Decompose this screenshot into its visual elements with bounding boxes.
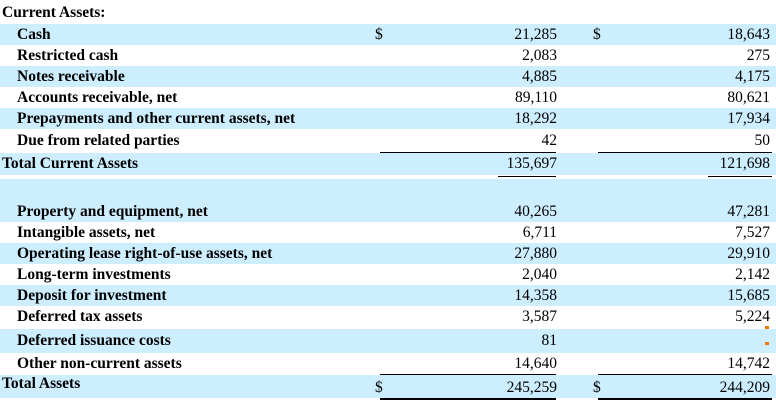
value-prior-year: 29,910 (727, 244, 770, 262)
row-label: Cash (17, 25, 51, 43)
table-row: Long-term investments 2,040 2,142 (0, 264, 776, 285)
value-prior-year: 4,175 (735, 67, 770, 85)
row-label: Due from related parties (17, 132, 180, 149)
value-current-year: 14,358 (514, 286, 557, 304)
current-assets-header: Current Assets: (2, 4, 106, 21)
table-row: Prepayments and other current assets, ne… (0, 108, 776, 129)
value-current-year: 18,292 (514, 109, 557, 127)
value-current-year: 40,265 (514, 202, 557, 220)
table-row: Notes receivable 4,885 4,175 (0, 66, 776, 87)
value-prior-year: 47,281 (727, 202, 770, 220)
currency-symbol: $ (593, 378, 601, 396)
value-current-year: 21,285 (514, 25, 557, 43)
row-label: Property and equipment, net (17, 202, 208, 220)
table-row: Deferred tax assets 3,587 5,224 (0, 306, 776, 327)
row-label: Deposit for investment (17, 286, 167, 304)
value-current-year: 14,640 (514, 355, 557, 372)
value-prior-year: 18,643 (727, 25, 770, 43)
row-label: Deferred tax assets (17, 307, 143, 325)
subtotal-underline (598, 152, 772, 153)
spacer-row (0, 179, 776, 201)
dash-marker (765, 342, 769, 345)
table-row: Accounts receivable, net 89,110 80,621 (0, 87, 776, 108)
row-label: Restricted cash (17, 46, 119, 64)
currency-symbol: $ (593, 25, 601, 43)
total-current-assets-row: Total Current Assets 135,697 121,698 (0, 153, 776, 175)
row-label: Total Assets (2, 375, 81, 392)
value-prior-year: 50 (754, 132, 771, 149)
row-label: Notes receivable (17, 67, 125, 85)
total-underline (498, 176, 556, 177)
value-current-year: 27,880 (514, 244, 557, 262)
table-row: Intangible assets, net 6,711 7,527 (0, 222, 776, 243)
row-label: Operating lease right-of-use assets, net (17, 244, 273, 262)
value-prior-year: 17,934 (727, 109, 770, 127)
total-underline (708, 176, 772, 177)
value-current-year: 2,040 (522, 265, 557, 283)
table-row: Cash $ 21,285 $ 18,643 (0, 24, 776, 45)
table-row: Deferred issuance costs 81 (0, 329, 776, 353)
row-label: Other non-current assets (17, 355, 182, 372)
value-current-year: 89,110 (514, 88, 557, 106)
value-current-year: 42 (541, 132, 558, 149)
value-prior-year: 5,224 (735, 307, 770, 325)
value-prior-year: 121,698 (719, 155, 770, 172)
table-row: Due from related parties 42 50 (0, 130, 776, 152)
value-prior-year: 15,685 (727, 286, 770, 304)
dash-marker (765, 326, 769, 329)
row-label: Accounts receivable, net (17, 88, 178, 106)
row-label: Deferred issuance costs (17, 332, 171, 349)
current-assets-header-row: Current Assets: (0, 2, 776, 24)
value-current-year: 3,587 (522, 307, 557, 325)
value-current-year: 4,885 (522, 67, 557, 85)
value-prior-year: 7,527 (735, 223, 770, 241)
value-prior-year: 2,142 (735, 265, 770, 283)
subtotal-underline (380, 152, 556, 153)
subtotal-underline (598, 374, 772, 375)
table-row: Restricted cash 2,083 275 (0, 45, 776, 66)
currency-symbol: $ (375, 25, 383, 43)
currency-symbol: $ (375, 378, 383, 396)
value-current-year: 6,711 (522, 223, 557, 241)
table-row: Operating lease right-of-use assets, net… (0, 243, 776, 264)
subtotal-underline (380, 374, 556, 375)
row-label: Long-term investments (17, 265, 171, 283)
row-label: Total Current Assets (2, 155, 139, 172)
value-prior-year: 244,209 (719, 378, 770, 396)
table-row: Deposit for investment 14,358 15,685 (0, 285, 776, 306)
table-row: Other non-current assets 14,640 14,742 (0, 353, 776, 375)
double-underline (598, 398, 772, 400)
value-current-year: 245,259 (506, 378, 557, 396)
total-assets-row: Total Assets $ 245,259 $ 244,209 (0, 375, 776, 398)
value-prior-year: 80,621 (727, 88, 770, 106)
double-underline (380, 398, 556, 400)
value-current-year: 135,697 (506, 155, 557, 172)
table-row: Property and equipment, net 40,265 47,28… (0, 201, 776, 222)
row-label: Intangible assets, net (17, 223, 156, 241)
value-prior-year: 275 (746, 46, 770, 64)
value-prior-year: 14,742 (727, 355, 770, 372)
value-current-year: 81 (541, 332, 558, 349)
value-current-year: 2,083 (522, 46, 557, 64)
row-label: Prepayments and other current assets, ne… (17, 109, 296, 127)
